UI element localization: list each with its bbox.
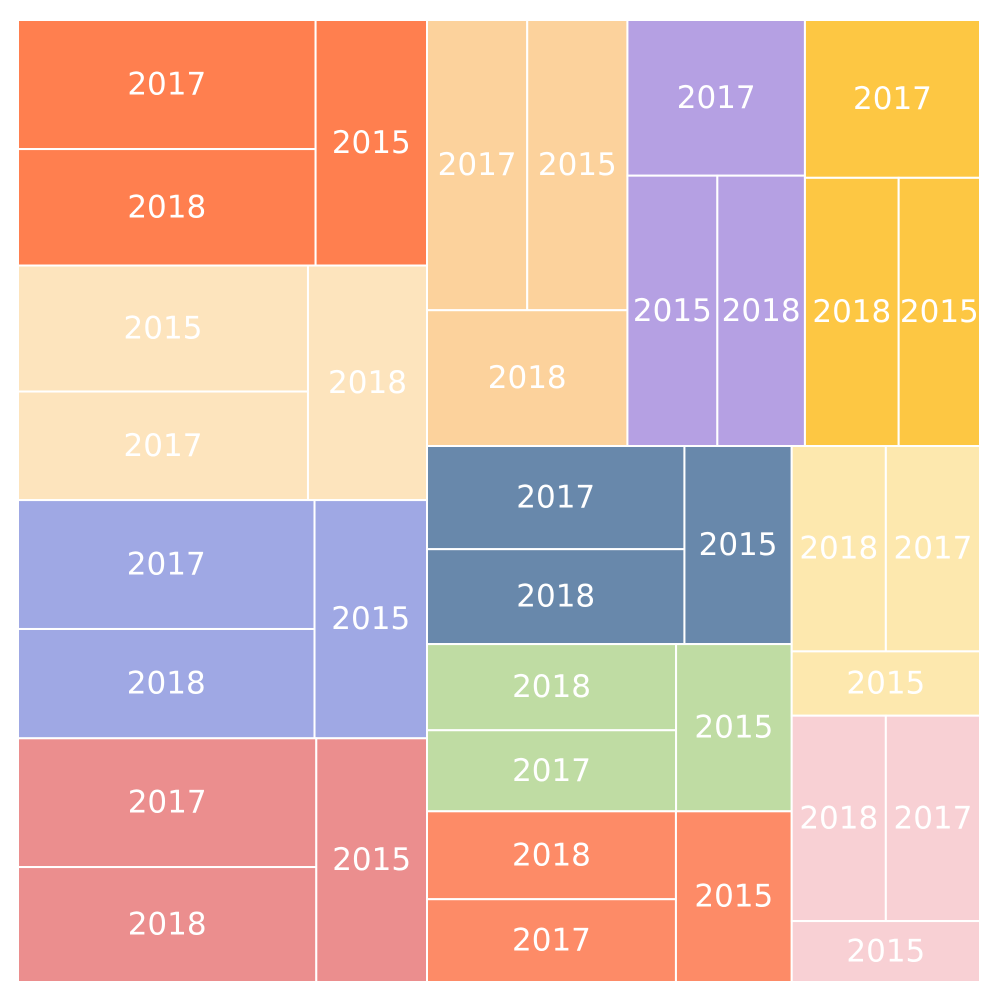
treemap-cell-g3-0-rect [17,737,318,869]
treemap-cell-g0-1-rect [17,148,317,267]
treemap-cell-g3-2-rect [315,737,429,983]
treemap-cell-g4-1-rect [526,19,629,312]
treemap-cell-g10-1-label: 2017 [893,531,972,567]
treemap-cell-g4-2-label: 2018 [488,360,567,396]
treemap-cell-g0-1-label: 2018 [127,189,206,225]
treemap-cell-g2-1-rect [17,627,316,740]
treemap-cell-g1-2-rect [306,264,428,502]
treemap-cell-g8-0-label: 2018 [512,669,591,705]
treemap-cell-g10-2-label: 2015 [846,666,925,702]
treemap-cell-g10-2-rect [790,650,981,717]
treemap-cell-g4-0-rect [426,19,529,312]
treemap-cell-g11-1-label: 2017 [893,800,972,836]
treemap-cell-g9-2-label: 2015 [694,879,773,915]
treemap-cell-g7-1-label: 2018 [516,579,595,615]
treemap-cell-g5-0-label: 2017 [677,80,756,116]
treemap-cell-g9-1-label: 2017 [512,923,591,959]
treemap-cell-g6-2-label: 2015 [900,294,979,330]
treemap-cell-g10-0-rect [790,445,887,653]
treemap-cell-g10-0-label: 2018 [799,531,878,567]
treemap-cell-g6-1-label: 2018 [812,294,891,330]
treemap-cell-g7-1-rect [426,548,686,646]
treemap-cell-g6-0-label: 2017 [853,81,932,117]
treemap-cell-g7-0-label: 2017 [516,480,595,516]
treemap-cell-g2-1-label: 2018 [127,666,206,702]
treemap-cell-g0-2-rect [314,19,429,267]
treemap-cell-g5-2-rect [716,174,806,447]
treemap-cell-g3-1-label: 2018 [128,907,207,943]
treemap-cell-g1-1-rect [17,390,309,502]
treemap-cell-g8-2-label: 2015 [694,710,773,746]
treemap-cell-g1-2-label: 2018 [328,365,407,401]
treemap-cell-g7-2-label: 2015 [699,527,778,563]
treemap-cell-g5-2-label: 2018 [722,293,801,329]
treemap-cell-g6-0-rect [803,19,982,179]
treemap-cell-g9-0-label: 2018 [512,837,591,873]
treemap-cell-g7-0-rect [426,445,686,551]
treemap-cell-g0-0-rect [17,19,317,151]
treemap-cell-g11-2-rect [790,920,981,983]
treemap-cell-g1-0-rect [17,264,309,393]
treemap-cell-g11-2-label: 2015 [846,934,925,970]
treemap-cell-g4-0-label: 2017 [438,147,517,183]
treemap-cell-g6-1-rect [803,176,900,448]
treemap-cell-g2-0-label: 2017 [127,547,206,583]
treemap-cell-g8-1-label: 2017 [512,753,591,789]
treemap-cell-g1-1-label: 2017 [124,428,203,464]
treemap-cell-g0-0-label: 2017 [127,67,206,103]
treemap-cell-g9-0-rect [426,810,677,901]
treemap-cell-g2-2-label: 2015 [331,601,410,637]
treemap-cell-g8-2-rect [675,643,793,813]
treemap-cell-g5-0-rect [626,19,806,177]
treemap-cell-g3-0-label: 2017 [128,785,207,821]
treemap-cell-g4-1-label: 2015 [538,147,617,183]
treemap-cell-g3-2-label: 2015 [332,842,411,878]
treemap-cell-g6-2-rect [897,176,981,448]
treemap-cell-g8-0-rect [426,643,678,732]
treemap-cell-g11-0-label: 2018 [799,800,878,836]
treemap-cell-g1-0-label: 2015 [124,311,203,347]
treemap-cell-g0-2-label: 2015 [332,125,411,161]
treemap-cell-g5-1-label: 2015 [633,293,712,329]
treemap-cell-g5-1-rect [626,174,719,447]
treemap-cell-g9-1-rect [426,898,677,983]
